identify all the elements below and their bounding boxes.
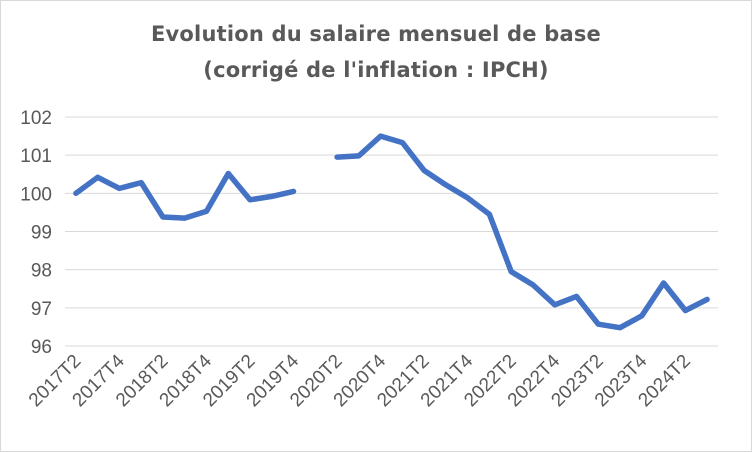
series-line: [334, 133, 710, 331]
chart-subtitle: (corrigé de l'inflation : IPCH): [203, 58, 549, 82]
y-tick-label: 97: [31, 299, 52, 320]
y-tick-label: 102: [20, 108, 52, 129]
y-tick-label: 96: [31, 337, 52, 358]
series-lines: [73, 133, 710, 331]
y-axis-tick-labels: 96 97 98 99 100 101 102: [20, 108, 52, 358]
chart-title: Evolution du salaire mensuel de base: [151, 22, 601, 46]
gridlines: [65, 116, 718, 347]
y-tick-label: 98: [31, 261, 52, 282]
y-tick-label: 100: [20, 184, 52, 205]
series-line: [73, 170, 297, 221]
y-tick-label: 101: [20, 146, 52, 167]
x-axis-tick-labels: 2017T22017T42018T22018T42019T22019T42020…: [25, 350, 695, 411]
y-tick-label: 99: [31, 223, 52, 244]
